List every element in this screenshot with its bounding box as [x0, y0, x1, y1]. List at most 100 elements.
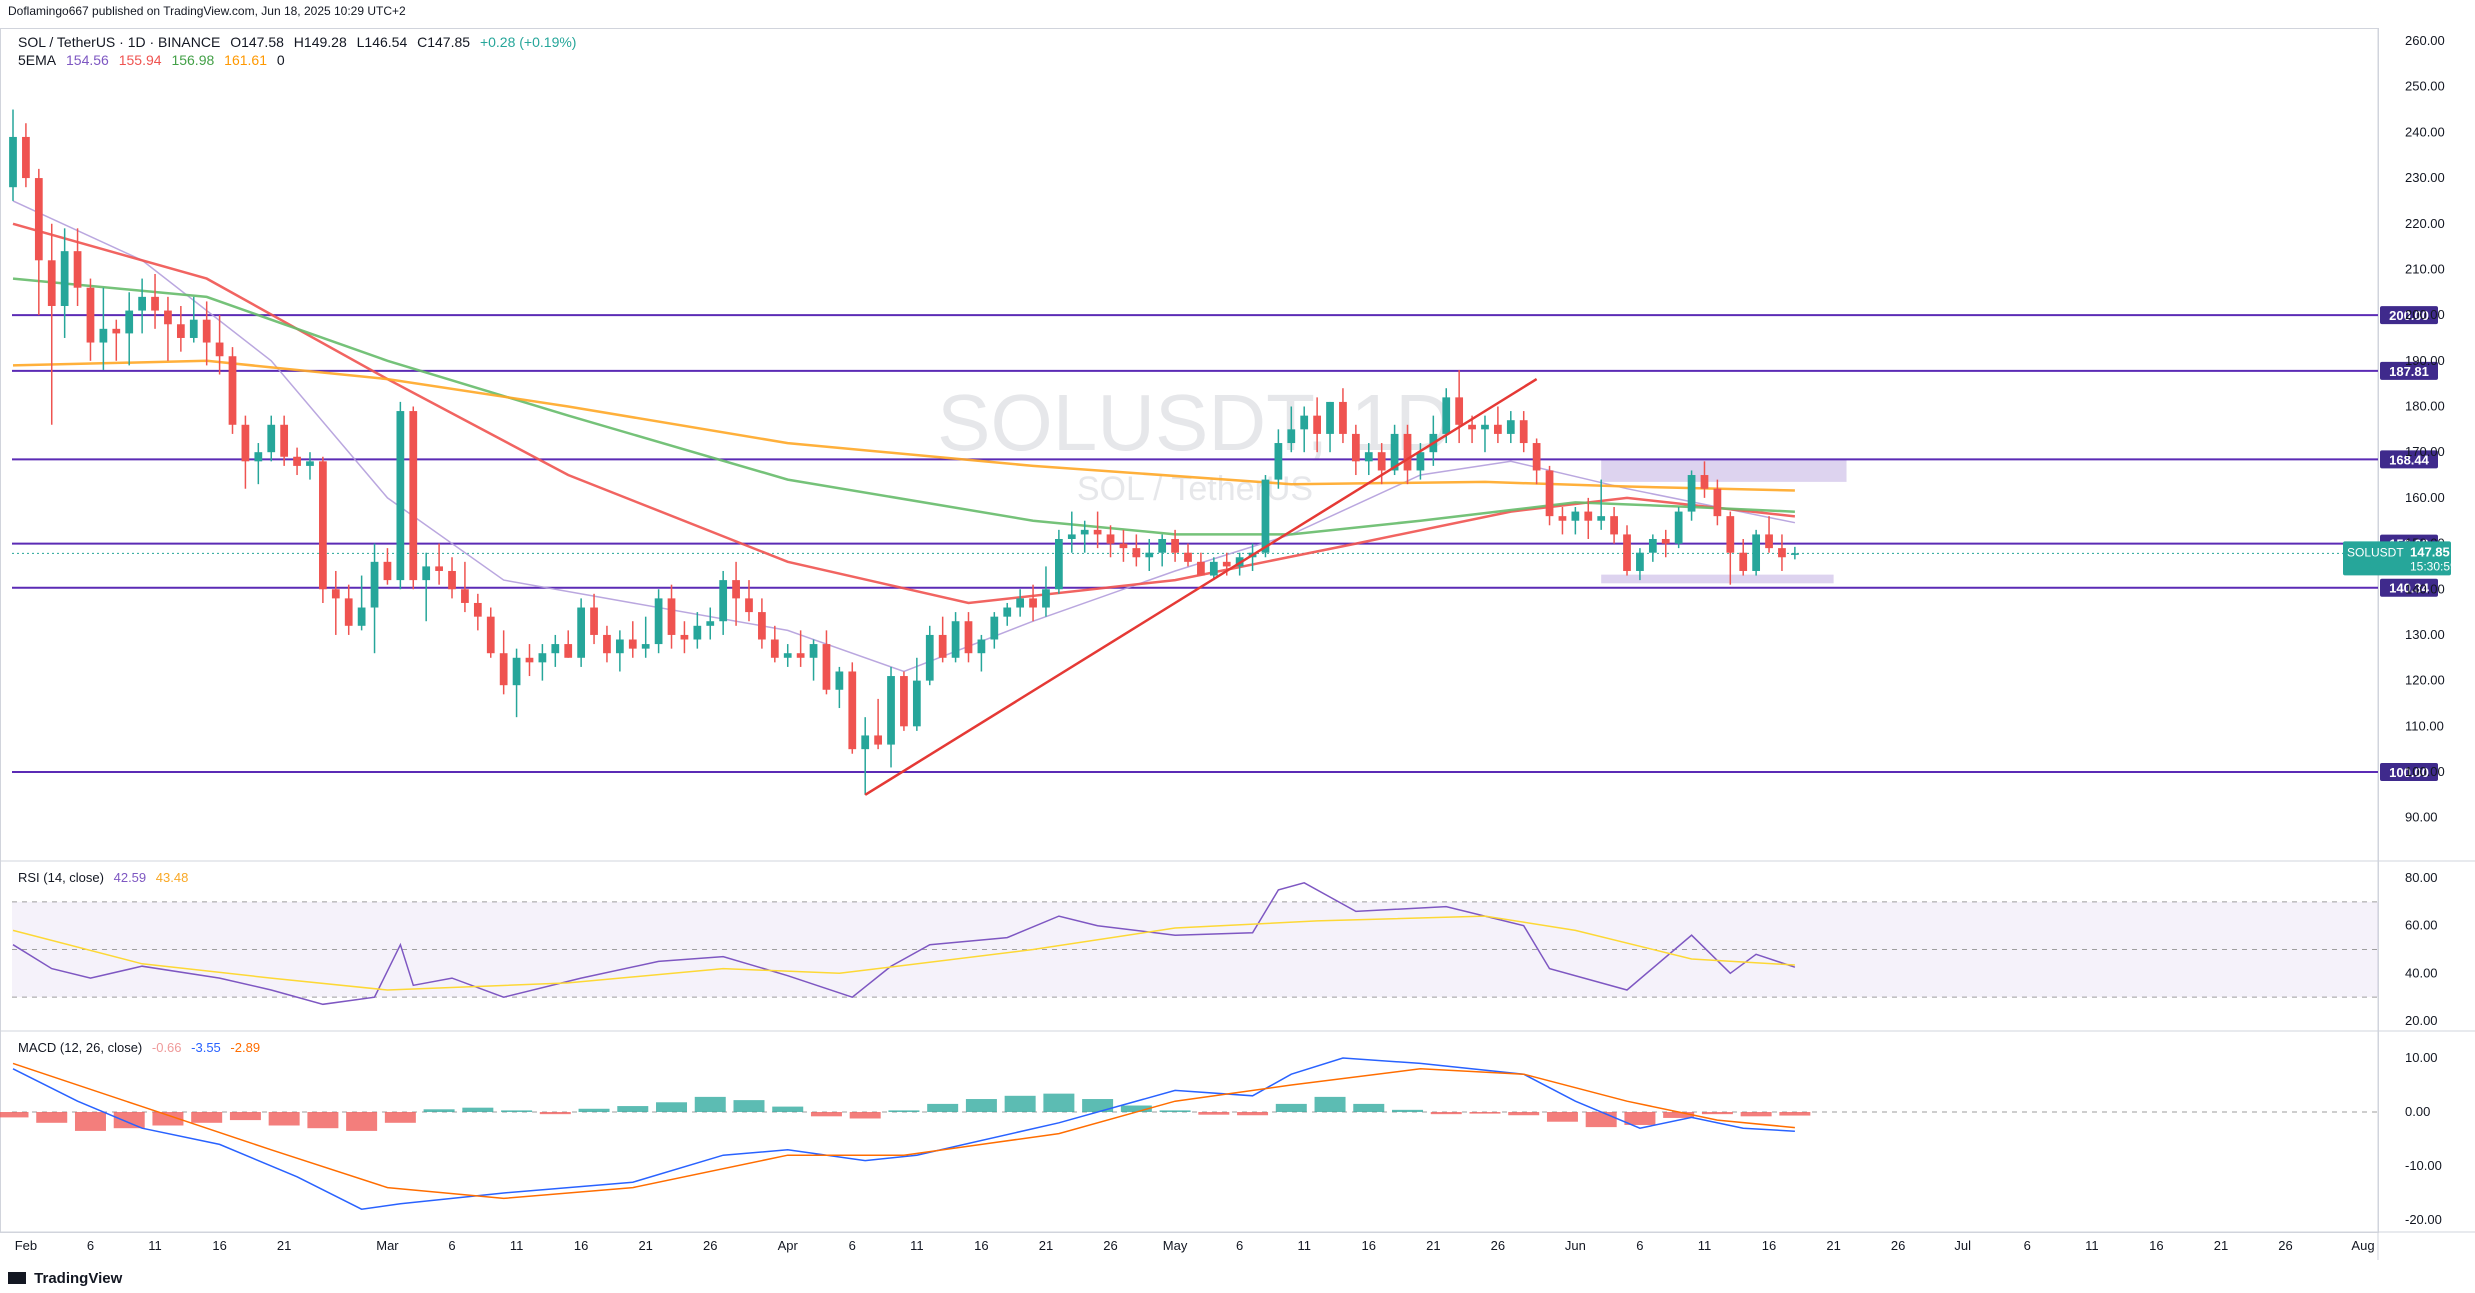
level-label-bg [2380, 578, 2438, 597]
candle-body [1610, 516, 1618, 535]
time-tick-label: 11 [148, 1238, 162, 1253]
candle-body [215, 342, 224, 357]
time-tick-label: Aug [2351, 1238, 2374, 1253]
candle [1403, 424, 1412, 485]
candle [34, 168, 43, 316]
zones [1601, 459, 1847, 584]
candle-body [1494, 424, 1502, 434]
macd-histogram-bar [617, 1106, 649, 1112]
macd-histogram-bar [1701, 1112, 1733, 1115]
candle [1661, 529, 1670, 558]
candle-body [1506, 420, 1515, 434]
candle-body [34, 178, 43, 261]
macd-histogram-bar [1004, 1095, 1036, 1112]
candle [22, 123, 30, 188]
candle [1752, 529, 1761, 576]
candle [1016, 589, 1025, 617]
candle [1726, 511, 1735, 585]
candle-body [383, 561, 392, 581]
candle-body [1364, 452, 1373, 462]
candle-body [577, 607, 586, 658]
macd-histogram-bar [1082, 1099, 1114, 1112]
candle-body [499, 653, 508, 686]
candle-body [861, 735, 870, 750]
time-tick-label: 26 [1891, 1238, 1905, 1253]
candle [1145, 538, 1154, 571]
candle-body [370, 561, 379, 608]
macd-histogram-bar [501, 1110, 533, 1112]
macd-histogram-bar [152, 1112, 184, 1126]
rsi-legend[interactable]: RSI (14, close) 42.59 43.48 [18, 870, 194, 885]
candle-body [164, 310, 172, 325]
tradingview-brand[interactable]: TradingView [8, 1270, 122, 1287]
rsi-ma-value: 43.48 [155, 870, 189, 885]
candle [809, 639, 818, 681]
candle [1197, 552, 1205, 576]
ema-value-200: 161.61 [224, 52, 267, 68]
symbol-legend[interactable]: SOL / TetherUS · 1D · BINANCE O147.58 H1… [18, 34, 582, 50]
ema-legend[interactable]: 5EMA 154.56 155.94 156.98 161.61 0 [18, 52, 291, 68]
candle-body [396, 411, 405, 581]
candle-body [809, 644, 818, 658]
candle-body [1209, 561, 1218, 576]
candle [1300, 406, 1309, 453]
time-tick-label: 11 [910, 1238, 924, 1253]
candle [1687, 470, 1696, 521]
candle-body [319, 461, 327, 590]
candle [267, 415, 276, 462]
macd-histogram-bar [1120, 1105, 1152, 1112]
macd-histogram-bar [1779, 1112, 1811, 1116]
candle-body [641, 644, 650, 649]
macd-histogram-bar [888, 1110, 920, 1112]
macd-legend[interactable]: MACD (12, 26, close) -0.66 -3.55 -2.89 [18, 1040, 266, 1055]
candle [1739, 538, 1748, 576]
time-tick-label: 6 [1236, 1238, 1243, 1253]
candle-body [1184, 552, 1192, 562]
candle [732, 561, 740, 626]
candle-body [564, 644, 573, 658]
candle [887, 666, 895, 768]
candle-body [241, 424, 250, 462]
ohlc-change: +0.28 (+0.19%) [479, 34, 577, 50]
rsi-tick-label: 40.00 [2405, 965, 2438, 980]
ema-line-ema50 [12, 222, 1796, 605]
candle-body [1003, 607, 1012, 617]
candle [680, 621, 689, 654]
time-tick-label: Feb [15, 1238, 37, 1253]
candle-body [1416, 452, 1425, 471]
candle [254, 443, 263, 485]
candle-body [47, 260, 56, 306]
last-price-value: 147.85 [2410, 544, 2450, 559]
candle-body [125, 310, 134, 334]
candle-body [1532, 443, 1541, 471]
level-label-bg [2380, 306, 2438, 325]
candle [758, 598, 766, 649]
time-tick-label: 11 [1297, 1238, 1311, 1253]
candle-body [1558, 516, 1567, 521]
candle [1765, 516, 1773, 553]
ema-line-ema100 [12, 277, 1795, 536]
candle [745, 580, 753, 622]
time-tick-label: 21 [638, 1238, 652, 1253]
candle-body [1519, 420, 1528, 444]
price-tick-label: 90.00 [2405, 810, 2438, 825]
time-tick-label: May [1163, 1238, 1188, 1253]
candle [667, 584, 676, 649]
macd-histogram-bar [1740, 1112, 1772, 1117]
signal-value: -2.89 [230, 1040, 261, 1055]
candle-body [280, 424, 289, 457]
candle [1364, 443, 1373, 476]
macd-histogram-bar [965, 1099, 997, 1112]
candle [189, 296, 198, 343]
candle-body [1468, 424, 1476, 430]
candle-body [486, 616, 495, 654]
macd-title: MACD (12, 26, close) [18, 1040, 143, 1055]
candle-body [254, 452, 263, 462]
macd-histogram-bar [113, 1112, 145, 1129]
macd-histogram-bar [772, 1106, 804, 1112]
candle [1674, 507, 1683, 549]
candle [964, 612, 973, 663]
macd-histogram-bar [384, 1112, 416, 1123]
